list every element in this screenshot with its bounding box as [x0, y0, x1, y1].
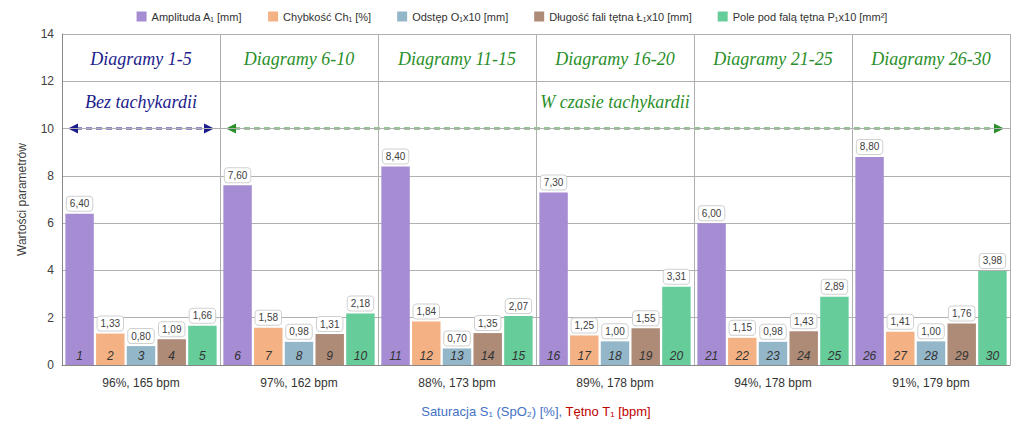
svg-text:Diagramy 1-5: Diagramy 1-5 — [89, 49, 192, 69]
svg-text:15: 15 — [512, 349, 526, 363]
svg-text:1,35: 1,35 — [478, 318, 498, 329]
svg-text:29: 29 — [954, 349, 969, 363]
svg-text:Pole pod falą tętna P₁x10 [mm²: Pole pod falą tętna P₁x10 [mm²] — [733, 11, 888, 23]
svg-text:1,76: 1,76 — [952, 308, 972, 319]
svg-text:0,70: 0,70 — [447, 333, 467, 344]
svg-text:3: 3 — [138, 349, 145, 363]
svg-text:8,80: 8,80 — [860, 141, 880, 152]
svg-text:6,00: 6,00 — [702, 208, 722, 219]
svg-text:2,18: 2,18 — [351, 298, 371, 309]
svg-text:97%, 162 bpm: 97%, 162 bpm — [260, 376, 337, 390]
svg-text:22: 22 — [735, 349, 750, 363]
svg-text:Diagramy 16-20: Diagramy 16-20 — [554, 49, 675, 69]
svg-text:2,89: 2,89 — [825, 281, 845, 292]
svg-text:3,98: 3,98 — [983, 255, 1003, 266]
svg-text:28: 28 — [923, 349, 938, 363]
svg-text:8: 8 — [47, 169, 54, 183]
svg-text:94%, 178 bpm: 94%, 178 bpm — [734, 376, 811, 390]
svg-text:13: 13 — [450, 349, 464, 363]
svg-text:17: 17 — [578, 349, 593, 363]
svg-text:2: 2 — [106, 349, 114, 363]
svg-text:4: 4 — [168, 349, 175, 363]
svg-text:21: 21 — [704, 349, 718, 363]
svg-text:1,00: 1,00 — [605, 326, 625, 337]
svg-text:Tętno T₁ [bpm]: Tętno T₁ [bpm] — [566, 404, 651, 419]
svg-text:12: 12 — [420, 349, 434, 363]
svg-text:7,30: 7,30 — [544, 177, 564, 188]
svg-text:0,98: 0,98 — [763, 326, 783, 337]
svg-text:11: 11 — [389, 349, 401, 363]
svg-text:8,40: 8,40 — [386, 151, 406, 162]
svg-text:2,07: 2,07 — [509, 301, 529, 312]
svg-text:14: 14 — [41, 27, 55, 41]
svg-text:1,55: 1,55 — [636, 313, 656, 324]
svg-text:88%, 173 bpm: 88%, 173 bpm — [418, 376, 495, 390]
svg-text:1,33: 1,33 — [101, 318, 121, 329]
svg-text:1,41: 1,41 — [891, 316, 911, 327]
svg-text:Odstęp O₁x10 [mm]: Odstęp O₁x10 [mm] — [412, 11, 508, 23]
svg-text:9: 9 — [326, 349, 333, 363]
svg-text:0,98: 0,98 — [289, 326, 309, 337]
svg-text:Amplituda A₁ [mm]: Amplituda A₁ [mm] — [152, 11, 242, 23]
svg-text:6,40: 6,40 — [70, 198, 90, 209]
svg-text:2: 2 — [47, 311, 54, 325]
svg-text:10: 10 — [354, 349, 368, 363]
svg-text:1,66: 1,66 — [193, 310, 213, 321]
svg-text:7,60: 7,60 — [228, 170, 248, 181]
svg-text:91%, 179 bpm: 91%, 179 bpm — [892, 376, 969, 390]
svg-text:20: 20 — [669, 349, 684, 363]
svg-text:Diagramy 11-15: Diagramy 11-15 — [397, 49, 516, 69]
svg-text:0: 0 — [47, 358, 54, 372]
svg-text:1,58: 1,58 — [259, 312, 279, 323]
svg-text:6: 6 — [234, 349, 241, 363]
svg-text:6: 6 — [47, 216, 54, 230]
svg-text:Diagramy 26-30: Diagramy 26-30 — [870, 49, 991, 69]
svg-text:1,31: 1,31 — [320, 319, 340, 330]
svg-text:5: 5 — [199, 349, 206, 363]
svg-text:14: 14 — [481, 349, 495, 363]
svg-text:30: 30 — [986, 349, 1000, 363]
svg-text:1,09: 1,09 — [162, 324, 182, 335]
svg-text:89%, 178 bpm: 89%, 178 bpm — [576, 376, 653, 390]
svg-text:7: 7 — [265, 349, 273, 363]
svg-text:Bez tachykardii: Bez tachykardii — [85, 92, 197, 112]
svg-text:3,31: 3,31 — [667, 271, 687, 282]
svg-text:96%, 165 bpm: 96%, 165 bpm — [102, 376, 179, 390]
svg-text:Diagramy 21-25: Diagramy 21-25 — [712, 49, 833, 69]
svg-text:Diagramy 6-10: Diagramy 6-10 — [243, 49, 355, 69]
svg-text:1: 1 — [76, 349, 83, 363]
svg-text:23: 23 — [765, 349, 780, 363]
svg-text:18: 18 — [608, 349, 622, 363]
svg-text:0,80: 0,80 — [131, 331, 151, 342]
svg-text:19: 19 — [639, 349, 653, 363]
svg-text:26: 26 — [862, 349, 877, 363]
svg-text:W czasie tachykardii: W czasie tachykardii — [540, 92, 689, 112]
svg-text:10: 10 — [41, 122, 55, 136]
svg-text:1,00: 1,00 — [921, 326, 941, 337]
svg-text:Długość fali tętna Ł₁x10 [mm]: Długość fali tętna Ł₁x10 [mm] — [549, 11, 692, 23]
svg-text:27: 27 — [893, 349, 909, 363]
svg-text:Saturacja S₁ (SpO₂) [%],: Saturacja S₁ (SpO₂) [%], — [421, 404, 562, 419]
svg-text:1,43: 1,43 — [794, 316, 814, 327]
svg-text:1,15: 1,15 — [733, 322, 753, 333]
svg-text:Wartości parametrów: Wartości parametrów — [15, 143, 29, 256]
svg-text:4: 4 — [47, 263, 54, 277]
svg-text:16: 16 — [547, 349, 561, 363]
svg-text:12: 12 — [41, 74, 55, 88]
svg-text:24: 24 — [796, 349, 811, 363]
svg-text:1,25: 1,25 — [575, 320, 595, 331]
svg-text:1,84: 1,84 — [417, 306, 437, 317]
svg-text:Chybkość Ch₁ [%]: Chybkość Ch₁ [%] — [283, 11, 371, 23]
svg-text:8: 8 — [296, 349, 303, 363]
svg-text:25: 25 — [827, 349, 842, 363]
